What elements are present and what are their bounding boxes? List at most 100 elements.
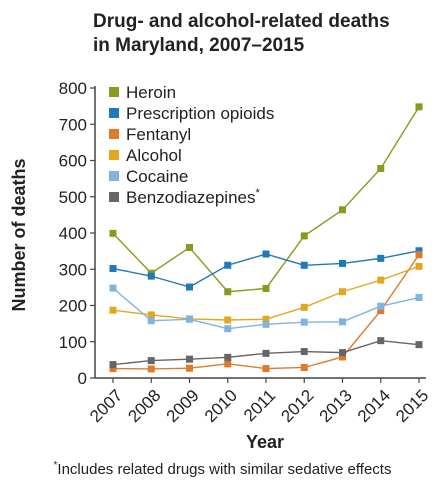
data-point <box>300 363 308 371</box>
data-point <box>186 355 193 363</box>
x-tick-label: 2011 <box>240 386 279 425</box>
data-point <box>147 365 155 373</box>
y-tick-label: 400 <box>59 224 87 243</box>
legend-label: Heroin <box>126 83 176 102</box>
data-point <box>186 364 193 372</box>
legend-label: Benzodiazepines* <box>126 187 260 207</box>
chart-title-line-2: in Maryland, 2007–2015 <box>93 35 305 56</box>
data-point <box>109 284 117 292</box>
x-tick-label: 2007 <box>86 386 126 426</box>
legend-label: Fentanyl <box>126 125 191 144</box>
legend-label-marker: * <box>255 187 260 199</box>
footnote-text: Includes related drugs with similar seda… <box>57 461 392 478</box>
data-point <box>262 320 270 328</box>
x-tick-label: 2008 <box>124 386 164 426</box>
data-point <box>262 349 270 357</box>
data-point <box>147 317 155 325</box>
series-benzodiazepines <box>109 337 423 369</box>
data-point <box>186 315 193 323</box>
data-point <box>186 244 193 251</box>
data-point <box>300 318 308 326</box>
legend-swatch <box>109 87 119 97</box>
footnote-marker: * <box>53 460 58 471</box>
data-point <box>300 348 308 356</box>
data-point <box>339 288 346 296</box>
y-tick-label: 0 <box>78 369 87 388</box>
data-point <box>339 353 346 361</box>
data-point <box>300 261 308 269</box>
y-tick-label: 700 <box>59 115 87 134</box>
legend-swatch <box>109 108 119 118</box>
data-point <box>415 103 423 111</box>
legend-label: Cocaine <box>126 167 188 186</box>
data-point <box>109 306 117 314</box>
footnote: *Includes related drugs with similar sed… <box>0 460 445 478</box>
legend: Heroin Prescription opioids Fentanyl Alcoho… <box>109 83 274 207</box>
data-point <box>262 365 270 373</box>
y-tick-label: 800 <box>59 79 87 98</box>
data-point <box>224 316 232 324</box>
x-tick-label: 2013 <box>316 386 356 426</box>
data-point <box>415 341 423 349</box>
legend-label: Alcohol <box>126 146 182 165</box>
series-alcohol <box>109 262 423 324</box>
x-tick-label: 2010 <box>201 386 241 426</box>
x-tick-label: 2009 <box>163 386 203 426</box>
y-tick-label: 300 <box>59 260 87 279</box>
data-point <box>262 315 270 323</box>
legend-label: Prescription opioids <box>126 104 274 123</box>
y-tick-label: 500 <box>59 188 87 207</box>
y-tick-label: 600 <box>59 152 87 171</box>
data-point <box>339 259 346 267</box>
legend-swatch <box>109 129 119 139</box>
axes: 0100200300400500600700800200720082009201… <box>59 79 433 426</box>
data-point <box>339 206 346 214</box>
y-tick-label: 200 <box>59 297 87 316</box>
data-point <box>377 337 385 345</box>
data-point <box>415 251 423 259</box>
series-prescription-opioids <box>109 247 423 291</box>
x-axis-label: Year <box>246 432 284 452</box>
series-cocaine <box>109 284 423 333</box>
x-tick-label: 2012 <box>277 386 317 426</box>
legend-swatch <box>109 192 119 202</box>
y-axis-label: Number of deaths <box>9 158 29 311</box>
x-tick-label: 2015 <box>392 386 432 426</box>
data-point <box>300 232 308 240</box>
data-point <box>224 325 232 333</box>
chart-title-line-1: Drug- and alcohol-related deaths <box>93 11 390 32</box>
series-fentanyl <box>109 251 423 373</box>
series-line <box>112 265 420 321</box>
data-point <box>147 311 155 319</box>
y-tick-label: 100 <box>59 333 87 352</box>
legend-swatch <box>109 150 119 160</box>
data-point <box>186 283 193 291</box>
legend-swatch <box>109 171 119 181</box>
data-point <box>147 272 155 280</box>
data-point <box>109 265 117 273</box>
data-point <box>224 353 232 361</box>
data-point <box>415 262 423 270</box>
data-point <box>377 307 385 315</box>
chart-title: Drug- and alcohol-related deaths in Mary… <box>93 10 438 58</box>
data-point <box>415 294 423 302</box>
data-point <box>339 318 346 326</box>
data-point <box>224 360 232 368</box>
x-tick-label: 2014 <box>354 386 394 426</box>
data-point <box>377 164 385 172</box>
data-point <box>415 247 423 255</box>
data-point <box>262 250 270 258</box>
data-point <box>262 284 270 292</box>
data-point <box>300 303 308 311</box>
data-point <box>109 365 117 373</box>
data-point <box>224 288 232 296</box>
data-point <box>224 261 232 269</box>
data-point <box>339 349 346 357</box>
data-point <box>147 357 155 365</box>
data-point <box>377 254 385 262</box>
data-point <box>377 276 385 284</box>
data-point <box>377 302 385 310</box>
data-point <box>109 229 117 237</box>
data-point <box>109 361 117 369</box>
